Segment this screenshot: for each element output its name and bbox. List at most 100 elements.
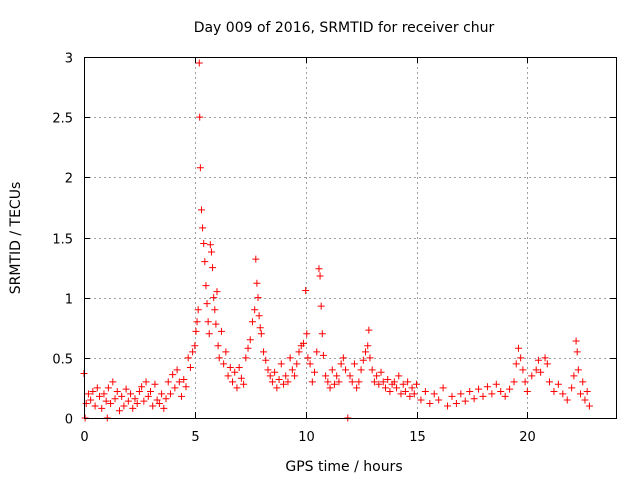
- data-point: [199, 224, 207, 232]
- data-point: [439, 384, 447, 392]
- data-point: [512, 360, 520, 368]
- data-point: [220, 360, 228, 368]
- data-point: [483, 383, 491, 391]
- data-point: [357, 366, 365, 374]
- data-point: [164, 378, 172, 386]
- data-point: [452, 400, 460, 408]
- data-point: [149, 402, 157, 410]
- data-point: [328, 366, 336, 374]
- data-point: [87, 396, 95, 404]
- y-tick-label: 1.5: [52, 233, 73, 248]
- data-point: [523, 388, 531, 396]
- data-point: [370, 378, 378, 386]
- data-point: [501, 392, 509, 400]
- data-point: [184, 354, 192, 362]
- data-point: [257, 330, 265, 338]
- data-point: [408, 384, 416, 392]
- data-point: [299, 339, 307, 347]
- data-point: [302, 286, 310, 294]
- data-point: [546, 378, 553, 386]
- data-point: [324, 378, 332, 386]
- data-point: [246, 336, 254, 344]
- data-point: [444, 402, 452, 410]
- axis-ticks: 0 0.5 1 1.5 2 2.5 3 0 5 10 15 20: [52, 52, 616, 445]
- data-point: [129, 404, 137, 412]
- data-point: [319, 351, 327, 359]
- data-point: [346, 372, 354, 380]
- data-point: [532, 366, 540, 374]
- data-point: [563, 396, 571, 404]
- data-point: [366, 354, 374, 362]
- data-point: [201, 258, 209, 266]
- data-point: [229, 378, 237, 386]
- data-point: [537, 368, 545, 376]
- data-point: [196, 164, 204, 172]
- data-point: [353, 384, 361, 392]
- data-point: [215, 354, 223, 362]
- data-point: [260, 348, 268, 356]
- data-point: [291, 372, 299, 380]
- data-point: [286, 354, 294, 362]
- data-point: [120, 402, 128, 410]
- data-point: [153, 396, 161, 404]
- data-point: [160, 404, 168, 412]
- data-point: [430, 390, 438, 398]
- data-point: [413, 380, 420, 388]
- data-point: [252, 255, 260, 263]
- data-point: [375, 380, 383, 388]
- data-point: [386, 388, 394, 396]
- data-point: [348, 378, 356, 386]
- data-point: [457, 390, 465, 398]
- data-point: [517, 354, 525, 362]
- data-point: [194, 306, 202, 314]
- data-point: [368, 366, 376, 374]
- data-point: [550, 388, 558, 396]
- data-point: [510, 378, 518, 386]
- data-point: [288, 366, 296, 374]
- data-point: [362, 348, 370, 356]
- data-point: [204, 318, 212, 326]
- data-point: [233, 384, 241, 392]
- data-point: [162, 395, 170, 403]
- data-point: [355, 378, 363, 386]
- data-point: [326, 384, 334, 392]
- data-point: [131, 395, 139, 403]
- x-tick-label: 5: [191, 430, 199, 445]
- data-point: [399, 380, 407, 388]
- data-point: [231, 368, 239, 376]
- x-tick-label: 10: [298, 430, 315, 445]
- data-point: [393, 384, 401, 392]
- data-point: [84, 390, 92, 398]
- data-point: [475, 385, 483, 393]
- data-point: [251, 306, 259, 314]
- data-point: [335, 378, 343, 386]
- data-point: [271, 368, 279, 376]
- data-point: [304, 354, 312, 362]
- data-point: [214, 342, 222, 350]
- data-point: [577, 390, 585, 398]
- data-point: [197, 206, 205, 214]
- data-point: [317, 302, 325, 310]
- data-point: [581, 396, 589, 404]
- data-point: [91, 402, 99, 410]
- data-point: [217, 327, 225, 335]
- data-point: [311, 368, 319, 376]
- data-point: [158, 390, 166, 398]
- data-point: [339, 354, 347, 362]
- data-point: [492, 380, 500, 388]
- data-point: [488, 390, 496, 398]
- data-point: [203, 300, 211, 308]
- data-point: [395, 372, 403, 380]
- data-point: [506, 385, 514, 393]
- data-point: [282, 372, 290, 380]
- data-point: [115, 407, 123, 415]
- data-point: [224, 372, 232, 380]
- data-point: [89, 388, 97, 396]
- data-point: [435, 396, 443, 404]
- data-point: [240, 380, 248, 388]
- data-point: [244, 344, 252, 352]
- grid: [84, 57, 616, 418]
- data-point: [235, 363, 243, 371]
- data-point: [364, 342, 372, 350]
